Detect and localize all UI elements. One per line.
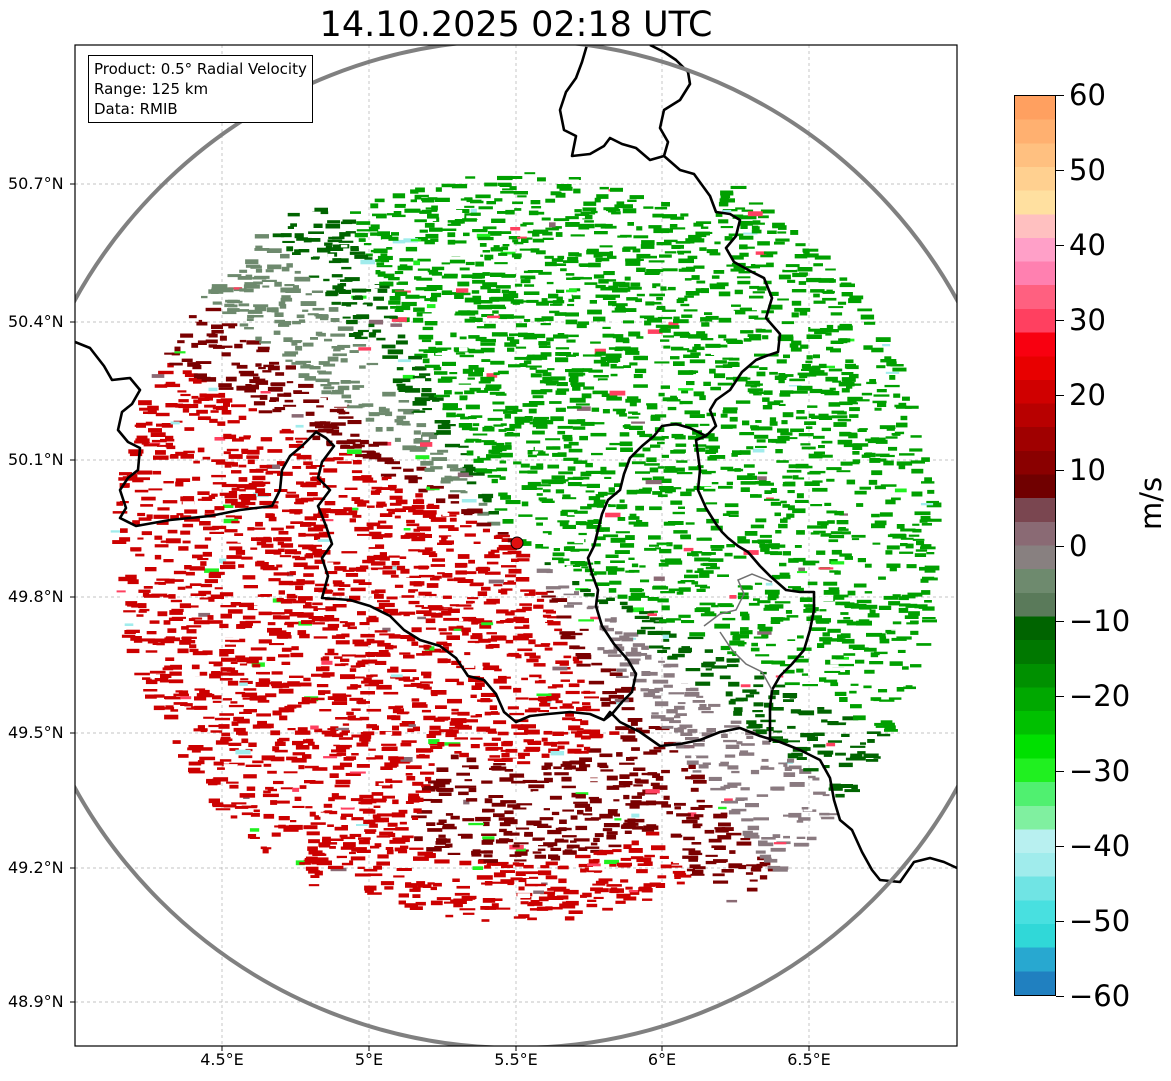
colorbar-tick-label: 20 [1069,378,1106,413]
colorbar-tick [1056,770,1064,772]
colorbar-tick-label: −60 [1069,979,1131,1013]
colorbar-tick [1056,920,1064,922]
colorbar-tick-label: −10 [1069,603,1131,638]
colorbar-tick [1056,470,1064,472]
lon-tick-label: 6°E [647,1050,677,1069]
lat-tick-label: 49.8°N [8,587,64,606]
colorbar-tick [1056,695,1064,697]
radar-site-marker [510,536,524,550]
map-title: 14.10.2025 02:18 UTC [319,5,713,45]
colorbar-tick-label: 60 [1069,78,1106,112]
colorbar-unit-label: m/s [1134,476,1168,530]
colorbar-tick-label: −50 [1069,903,1131,938]
colorbar-tick [1056,620,1064,622]
lat-tick-label: 50.4°N [8,312,64,331]
lat-tick-label: 49.5°N [8,723,64,742]
colorbar-tick [1056,245,1064,247]
colorbar-tick [1056,95,1064,96]
radar-echoes [110,172,942,922]
info-box: Product: 0.5° Radial Velocity Range: 125… [88,55,313,123]
lon-tick-label: 5°E [354,1050,384,1069]
colorbar-tick-label: −30 [1069,753,1131,788]
lat-tick-label: 50.7°N [8,174,64,193]
colorbar-tick [1056,545,1064,547]
colorbar-tick [1056,996,1064,997]
colorbar-tick-label: 40 [1069,228,1106,263]
lon-tick-label: 4.5°E [200,1050,244,1069]
colorbar-tick-label: 10 [1069,453,1106,488]
lat-tick-label: 50.1°N [8,450,64,469]
colorbar-tick [1056,320,1064,322]
lat-tick-label: 48.9°N [8,992,64,1011]
colorbar-tick-label: −20 [1069,678,1131,713]
colorbar-tick-label: 30 [1069,303,1106,338]
lon-tick-label: 6.5°E [787,1050,831,1069]
colorbar [1014,95,1056,996]
lat-tick-label: 49.2°N [8,858,64,877]
colorbar-tick-label: −40 [1069,828,1131,863]
country-borders [75,45,957,884]
colorbar-tick-label: 50 [1069,153,1106,188]
lon-tick-label: 5.5°E [494,1050,538,1069]
info-data-source: Data: RMIB [94,100,178,118]
info-range: Range: 125 km [94,80,209,98]
info-product: Product: 0.5° Radial Velocity [94,60,307,78]
colorbar-tick [1056,170,1064,172]
colorbar-tick-label: 0 [1069,528,1088,563]
colorbar-tick [1056,845,1064,847]
colorbar-tick [1056,395,1064,397]
